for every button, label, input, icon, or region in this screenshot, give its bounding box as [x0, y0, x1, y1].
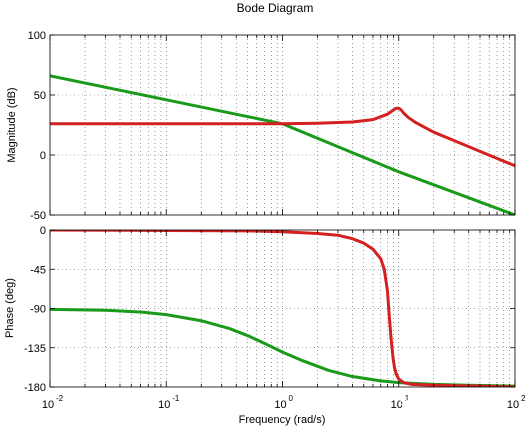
- frequency-tick-base: 10: [158, 399, 170, 411]
- magnitude-ytick-label: 50: [34, 90, 46, 102]
- frequency-tick-label: 10-2: [42, 394, 64, 411]
- watermark: 知乎 @Karlsruhe: [399, 398, 497, 413]
- frequency-tick-exponent: 0: [289, 394, 294, 403]
- phase-axis-label: Phase (deg): [4, 278, 16, 338]
- frequency-tick-exponent: 2: [521, 394, 526, 403]
- magnitude-ytick-label: -50: [30, 210, 46, 222]
- frequency-tick-base: 10: [274, 399, 286, 411]
- frequency-tick-label: 102: [507, 394, 526, 411]
- magnitude-series: [50, 76, 515, 215]
- magnitude-ytick-label: 100: [28, 30, 46, 42]
- frequency-axis-label: Frequency (rad/s): [239, 414, 326, 426]
- magnitude-plot: 100 50 0 -50 Magnitude (dB): [6, 30, 515, 222]
- phase-ytick-label: 0: [40, 225, 46, 237]
- chart-title: Bode Diagram: [237, 1, 314, 15]
- magnitude-ticks: 100 50 0 -50: [28, 30, 515, 222]
- phase-ytick-label: -180: [24, 382, 46, 394]
- frequency-tick-base: 10: [507, 399, 519, 411]
- frequency-tick-label: 100: [274, 394, 293, 411]
- frequency-tick-exponent: -1: [172, 394, 180, 403]
- frequency-tick-base: 10: [42, 399, 54, 411]
- magnitude-ytick-label: 0: [40, 150, 46, 162]
- magnitude-series-red-line: [50, 108, 515, 166]
- magnitude-series-green-line: [50, 76, 515, 215]
- frequency-tick-label: 10-1: [158, 394, 180, 411]
- frequency-tick-exponent: -2: [56, 394, 64, 403]
- magnitude-axis-label: Magnitude (dB): [6, 87, 18, 162]
- phase-ytick-label: -90: [30, 304, 46, 316]
- phase-grid: [50, 230, 515, 387]
- phase-ytick-label: -135: [24, 343, 46, 355]
- phase-ytick-label: -45: [30, 264, 46, 276]
